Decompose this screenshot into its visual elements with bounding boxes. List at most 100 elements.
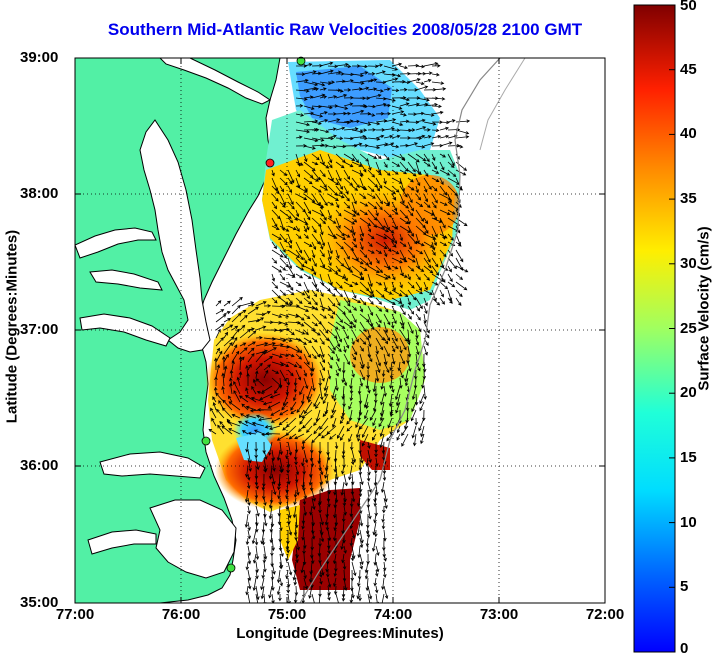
velocity-arrow xyxy=(367,78,378,83)
velocity-arrow xyxy=(319,69,334,75)
velocity-arrow xyxy=(423,249,431,263)
velocity-arrow xyxy=(423,265,434,274)
velocity-arrow xyxy=(279,281,291,288)
velocity-arrow xyxy=(343,72,355,77)
velocity-arrow xyxy=(320,433,329,439)
velocity-arrow xyxy=(375,457,379,468)
velocity-arrow xyxy=(343,345,347,354)
velocity-arrow xyxy=(343,281,354,287)
velocity-arrow xyxy=(295,113,305,117)
velocity-arrow xyxy=(391,110,405,115)
velocity-arrow xyxy=(295,553,299,564)
velocity-arrow xyxy=(327,95,338,99)
velocity-arrow xyxy=(431,104,442,109)
velocity-arrow xyxy=(423,201,431,208)
velocity-arrow xyxy=(293,377,298,387)
velocity-arrow xyxy=(327,289,336,297)
velocity-arrow xyxy=(295,161,304,166)
velocity-arrow xyxy=(223,336,235,347)
velocity-arrow xyxy=(343,273,348,282)
velocity-arrow xyxy=(247,545,252,557)
velocity-arrow xyxy=(268,505,273,520)
velocity-arrow xyxy=(319,297,325,312)
velocity-arrow xyxy=(351,241,358,248)
velocity-arrow xyxy=(439,217,446,229)
velocity-arrow xyxy=(343,64,352,69)
velocity-arrow xyxy=(343,201,351,209)
velocity-arrow xyxy=(311,169,321,181)
velocity-arrow xyxy=(351,209,360,216)
velocity-arrow xyxy=(431,153,436,161)
velocity-arrow xyxy=(343,111,352,116)
velocity-arrow xyxy=(415,153,427,162)
velocity-arrow xyxy=(271,201,278,210)
velocity-arrow xyxy=(228,395,233,403)
velocity-arrow xyxy=(333,585,338,595)
velocity-arrow xyxy=(303,209,311,221)
velocity-arrow xyxy=(299,417,305,425)
velocity-arrow xyxy=(287,304,300,308)
velocity-arrow xyxy=(327,585,331,596)
velocity-arrow xyxy=(303,137,319,143)
velocity-arrow xyxy=(295,305,310,312)
velocity-arrow xyxy=(407,265,415,272)
velocity-arrow xyxy=(319,361,325,372)
velocity-arrow xyxy=(303,273,312,279)
velocity-arrow xyxy=(319,161,330,169)
velocity-arrow xyxy=(423,297,428,307)
velocity-arrow xyxy=(294,473,299,484)
velocity-arrow xyxy=(455,281,468,291)
velocity-arrow xyxy=(439,233,448,239)
velocity-arrow xyxy=(212,396,217,403)
velocity-arrow xyxy=(367,241,373,248)
velocity-arrow xyxy=(359,121,372,126)
velocity-arrow xyxy=(311,289,318,298)
velocity-arrow xyxy=(215,323,225,331)
velocity-arrow xyxy=(247,341,256,347)
velocity-arrow xyxy=(303,169,314,179)
velocity-arrow xyxy=(447,119,456,123)
velocity-arrow xyxy=(358,393,363,405)
velocity-arrow xyxy=(247,306,259,315)
velocity-arrow xyxy=(319,225,324,236)
velocity-arrow xyxy=(327,193,339,201)
velocity-arrow xyxy=(367,128,377,132)
velocity-arrow xyxy=(335,345,342,353)
velocity-arrow xyxy=(311,497,316,511)
velocity-arrow xyxy=(268,441,273,456)
velocity-arrow xyxy=(343,209,357,217)
velocity-arrow xyxy=(311,87,320,92)
velocity-arrow xyxy=(309,481,314,492)
velocity-arrow xyxy=(383,281,388,292)
velocity-arrow xyxy=(335,209,342,217)
velocity-arrow xyxy=(287,193,294,206)
velocity-arrow xyxy=(327,161,333,169)
velocity-arrow xyxy=(254,370,259,379)
velocity-arrow xyxy=(367,329,372,339)
velocity-arrow xyxy=(335,241,345,250)
velocity-arrow xyxy=(351,142,363,147)
velocity-arrow xyxy=(303,201,312,215)
velocity-arrow xyxy=(241,403,249,411)
velocity-arrow xyxy=(295,135,303,140)
velocity-arrow xyxy=(357,497,361,507)
velocity-arrow xyxy=(359,71,369,75)
velocity-arrow xyxy=(223,300,231,307)
velocity-arrow xyxy=(372,425,377,433)
velocity-arrow xyxy=(415,281,422,292)
velocity-arrow xyxy=(254,489,259,499)
velocity-arrow xyxy=(387,417,393,429)
velocity-arrow xyxy=(260,585,265,600)
velocity-arrow xyxy=(311,225,317,234)
velocity-arrow xyxy=(301,409,313,419)
velocity-arrow xyxy=(365,537,370,548)
velocity-arrow xyxy=(295,169,300,178)
velocity-arrow xyxy=(278,417,289,426)
velocity-arrow xyxy=(343,249,350,260)
velocity-arrow xyxy=(339,417,345,424)
velocity-arrow xyxy=(293,497,297,506)
velocity-arrow xyxy=(351,297,362,303)
velocity-arrow xyxy=(324,513,329,526)
velocity-arrow xyxy=(261,537,266,546)
velocity-arrow xyxy=(351,329,359,343)
